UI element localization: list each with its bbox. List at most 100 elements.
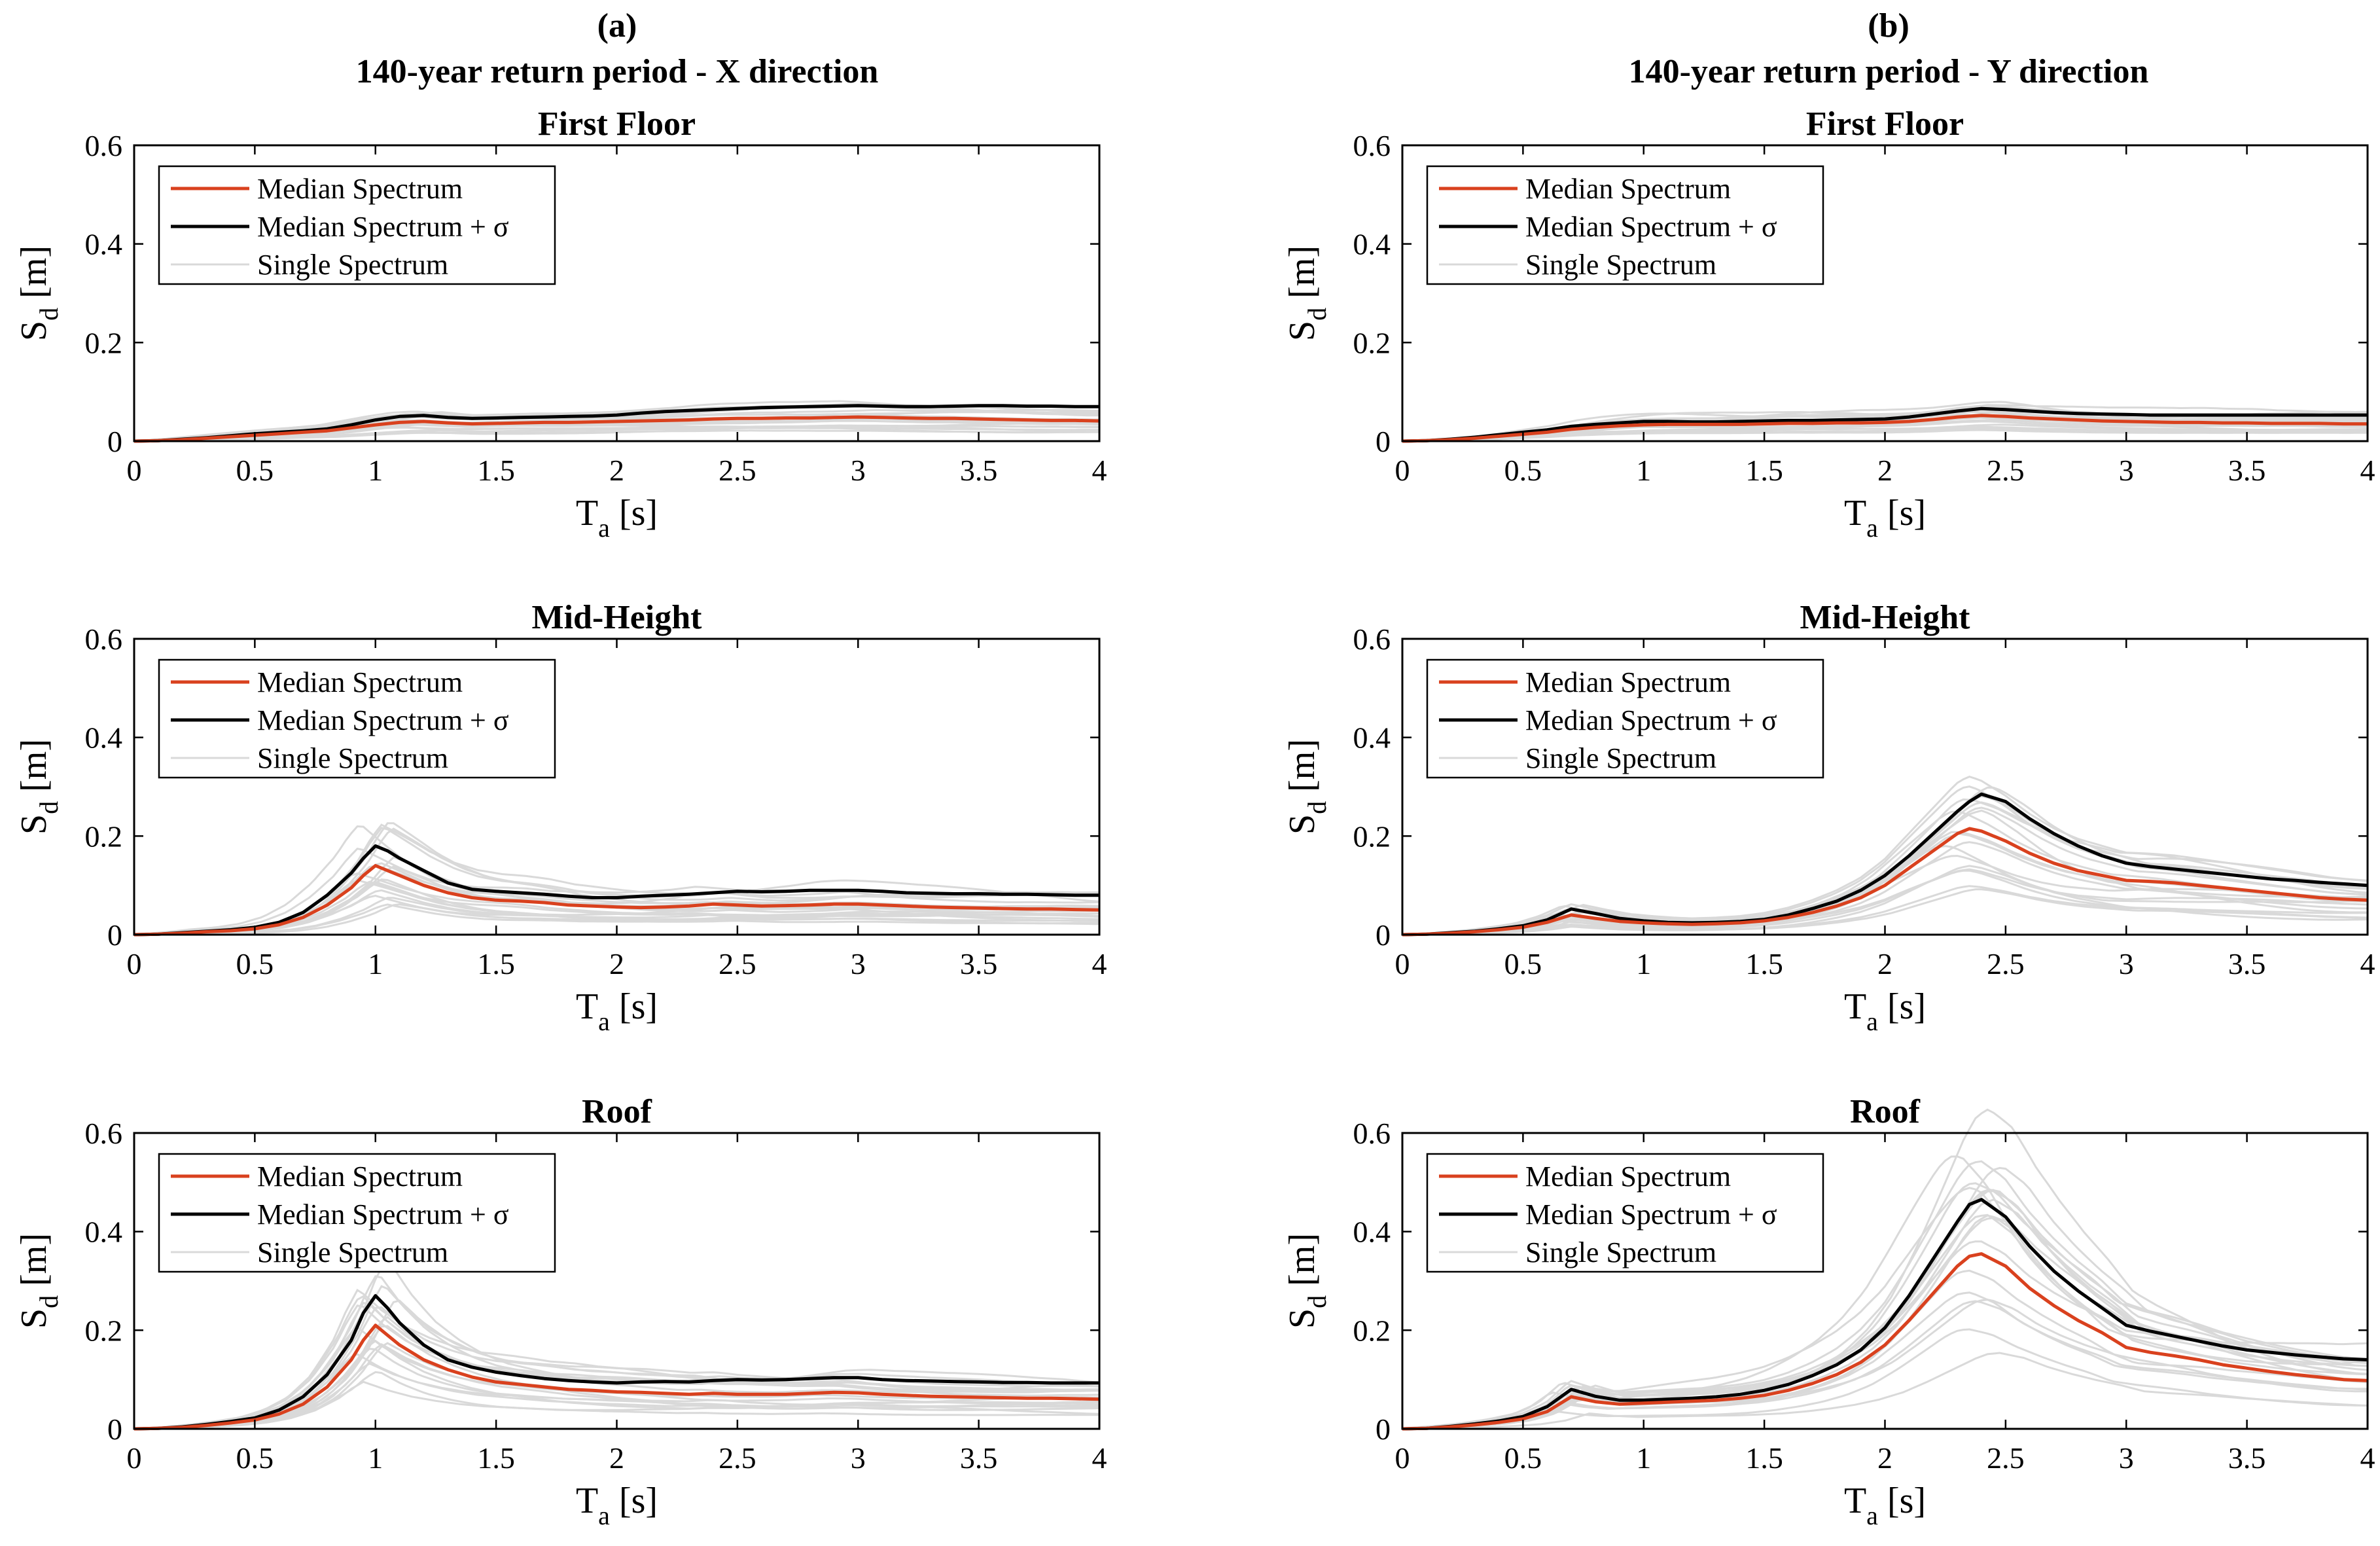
single-spectrum-line: [133, 825, 1100, 935]
x-axis-label: Ta [s]: [576, 493, 658, 543]
median-spectrum-line: [1402, 1252, 2368, 1431]
x-tick-label: 2.5: [1987, 1441, 2025, 1475]
single-spectrum-line: [1402, 1300, 2368, 1430]
legend: Median Spectrum Median Spectrum + σ Single…: [158, 658, 556, 779]
legend: Median Spectrum Median Spectrum + σ Single…: [158, 165, 556, 285]
x-tick-label: 1.5: [1745, 1441, 1783, 1475]
y-axis-label: Sd [m]: [14, 739, 63, 835]
legend: Median Spectrum Median Spectrum + σ Single…: [158, 1153, 556, 1273]
y-tick-label: 0.2: [1353, 819, 1391, 853]
legend-median-label: Median Spectrum: [1525, 666, 1731, 698]
panel-title: Roof: [582, 1093, 652, 1130]
single-spectrum-line: [134, 1299, 1100, 1430]
x-tick-label: 1: [1636, 947, 1651, 980]
y-tick-label: 0: [107, 425, 122, 458]
legend-single-label: Single Spectrum: [1525, 249, 1716, 281]
x-tick-label: 0.5: [1504, 1441, 1542, 1475]
single-spectrum-line: [1402, 1182, 2368, 1430]
single-spectrum-line: [1402, 1160, 2368, 1430]
x-tick-label: 3.5: [2228, 454, 2266, 487]
single-spectra: [133, 822, 1100, 936]
x-tick-label: 3.5: [960, 454, 998, 487]
panel-title: Roof: [1850, 1093, 1921, 1130]
x-tick-label: 1: [368, 1441, 383, 1475]
x-tick-label: 3.5: [960, 1441, 998, 1475]
legend-single-label: Single Spectrum: [257, 742, 448, 774]
median-plus-sigma-line: [1402, 1198, 2368, 1431]
median-plus-sigma-line: [1402, 792, 2368, 937]
panel-title: First Floor: [538, 105, 696, 143]
x-tick-label: 3: [851, 947, 866, 980]
single-spectrum-line: [1402, 404, 2368, 442]
single-spectrum-line: [1402, 1108, 2368, 1430]
legend-median-plus-sigma-label: Median Spectrum + σ: [1525, 211, 1777, 243]
x-axis-label: Ta [s]: [576, 1481, 658, 1530]
chart-x-first-floor: First Floor 0 0.5 1 1.5 2 2.5 3 3.5 4 0 0.2 0.4 0.6 Ta…: [14, 105, 1107, 543]
panel-title: Mid-Height: [532, 599, 703, 636]
y-tick-label: 0.6: [85, 129, 123, 162]
x-tick-label: 0: [127, 947, 142, 980]
x-tick-label: 3.5: [2228, 1441, 2266, 1475]
median-spectrum-line: [133, 415, 1100, 443]
single-spectrum-line: [1402, 425, 2368, 442]
median-spectrum-line: [133, 1323, 1100, 1431]
single-spectra: [133, 1257, 1100, 1430]
x-axis-label: Ta [s]: [1844, 1481, 1926, 1530]
y-tick-label: 0.4: [85, 1215, 123, 1249]
legend: Median Spectrum Median Spectrum + σ Single…: [1426, 165, 1824, 285]
chart-y-mid-height: Mid-Height 0 0.5 1 1.5 2 2.5 3 3.5 4 0 0.2 0.4 0.6 Ta …: [1282, 599, 2375, 1036]
y-tick-label: 0: [1376, 425, 1391, 458]
x-axis-label: Ta [s]: [1844, 986, 1926, 1036]
median-plus-sigma-line: [133, 1294, 1099, 1431]
x-tick-label: 2.5: [719, 454, 756, 487]
x-tick-label: 4: [1092, 454, 1107, 487]
y-tick-label: 0.6: [85, 1117, 123, 1150]
x-tick-label: 0.5: [236, 947, 274, 980]
x-tick-label: 3.5: [2228, 947, 2266, 980]
y-tick-label: 0.4: [1353, 1215, 1391, 1249]
x-tick-label: 3.5: [960, 947, 998, 980]
x-tick-label: 1.5: [1745, 454, 1783, 487]
x-tick-label: 4: [1092, 947, 1107, 980]
column-b-title: 140-year return period - Y direction: [1629, 53, 2149, 90]
x-tick-label: 0.5: [1504, 454, 1542, 487]
panel-title: First Floor: [1806, 105, 1964, 143]
legend-median-label: Median Spectrum: [1525, 173, 1731, 205]
x-tick-label: 0: [127, 1441, 142, 1475]
y-tick-label: 0: [107, 1412, 122, 1446]
x-tick-label: 2.5: [719, 947, 756, 980]
y-tick-label: 0: [107, 918, 122, 952]
x-tick-label: 4: [2360, 1441, 2375, 1475]
x-tick-label: 4: [2360, 947, 2375, 980]
x-axis-label: Ta [s]: [1844, 493, 1926, 543]
median-spectrum-line: [1402, 414, 2368, 443]
single-spectrum-line: [1402, 865, 2368, 936]
x-tick-label: 1: [368, 947, 383, 980]
single-spectrum-line: [134, 422, 1100, 442]
median-spectrum-line: [1402, 827, 2368, 937]
x-tick-label: 0.5: [236, 454, 274, 487]
legend-single-label: Single Spectrum: [1525, 1236, 1716, 1268]
median-plus-sigma-line: [1402, 406, 2368, 443]
x-tick-label: 0: [127, 454, 142, 487]
single-spectrum-line: [1402, 845, 2368, 936]
legend-median-plus-sigma-label: Median Spectrum + σ: [1525, 1198, 1777, 1231]
chart-y-first-floor: First Floor 0 0.5 1 1.5 2 2.5 3 3.5 4 0 0.2 0.4 0.6 Ta…: [1282, 105, 2375, 543]
legend-median-label: Median Spectrum: [257, 666, 463, 698]
legend-median-label: Median Spectrum: [1525, 1160, 1731, 1193]
y-tick-label: 0.2: [85, 819, 123, 853]
panel-title: Mid-Height: [1800, 599, 1971, 636]
x-tick-label: 2: [609, 947, 624, 980]
y-axis-label: Sd [m]: [1282, 739, 1332, 835]
x-axis-label: Ta [s]: [576, 986, 658, 1036]
single-spectrum-line: [133, 1304, 1100, 1429]
y-axis-label: Sd [m]: [1282, 1233, 1332, 1329]
x-tick-label: 3: [2119, 947, 2134, 980]
legend-single-label: Single Spectrum: [1525, 742, 1716, 774]
x-tick-label: 2.5: [1987, 454, 2025, 487]
x-tick-label: 3: [851, 1441, 866, 1475]
x-tick-label: 2.5: [1987, 947, 2025, 980]
x-tick-label: 0: [1395, 454, 1410, 487]
x-tick-label: 1: [1636, 454, 1651, 487]
